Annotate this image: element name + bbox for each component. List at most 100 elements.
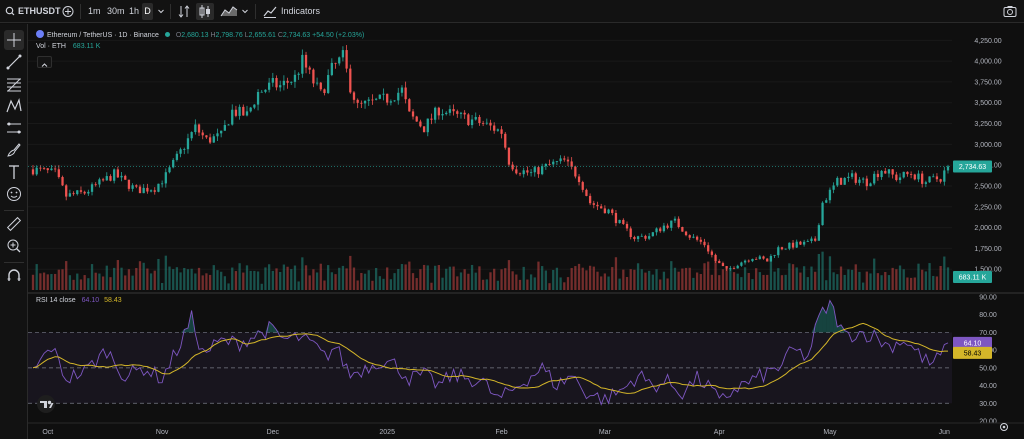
search-icon[interactable] <box>5 0 15 23</box>
indicators-button[interactable]: Indicators <box>281 6 321 16</box>
camera-icon[interactable] <box>1003 0 1017 23</box>
drawing-toolbar <box>0 24 28 439</box>
volume-bar <box>90 264 94 290</box>
collapse-legend-button[interactable] <box>37 56 52 68</box>
volume-bar <box>758 272 761 290</box>
trend-line-icon[interactable] <box>4 52 24 72</box>
interval-1m[interactable]: 1m <box>88 6 101 16</box>
volume-bar <box>655 269 658 290</box>
candle-body <box>924 182 928 184</box>
compare-symbol-icon[interactable] <box>62 0 74 23</box>
candle-body <box>688 235 691 238</box>
interval-30m[interactable]: 30m <box>107 6 125 16</box>
chart-type-chevron-icon[interactable] <box>241 0 249 23</box>
time-tick-label: Nov <box>156 429 169 436</box>
candle-body <box>603 208 607 214</box>
volume-bar <box>208 274 212 290</box>
candle-body <box>629 228 632 238</box>
chart-title[interactable]: Ethereum / TetherUS · 1D · Binance <box>47 32 159 39</box>
volume-bar <box>327 265 330 290</box>
volume-label[interactable]: Vol · ETH <box>36 43 66 50</box>
volume-bar <box>98 273 101 290</box>
volume-bar <box>220 271 223 290</box>
volume-bar <box>917 263 920 290</box>
candle-body <box>315 82 319 84</box>
brush-icon[interactable] <box>4 140 24 160</box>
volume-bar <box>766 274 769 290</box>
volume-bar <box>707 261 710 290</box>
volume-bar <box>755 268 758 290</box>
candle-body <box>850 173 854 177</box>
candle-body <box>743 260 747 263</box>
volume-bar <box>600 276 603 290</box>
volume-bar <box>533 277 536 290</box>
volume-bar <box>79 279 83 290</box>
candle-body <box>149 190 153 192</box>
candle-body <box>35 167 38 175</box>
prediction-icon[interactable] <box>4 118 24 138</box>
market-status-icon[interactable] <box>164 32 170 37</box>
candle-body <box>127 179 131 189</box>
candle-body <box>946 166 950 171</box>
candle-body <box>515 169 518 174</box>
zoom-in-icon[interactable] <box>4 236 24 256</box>
volume-bar <box>736 273 739 290</box>
interval-1h[interactable]: 1h <box>129 6 140 16</box>
volume-bar <box>437 265 440 290</box>
volume-bar <box>489 272 492 290</box>
volume-bar <box>943 256 946 290</box>
candle-body <box>666 225 669 228</box>
candle-body <box>902 171 905 178</box>
volume-bar <box>684 267 688 290</box>
bar-replay-icon[interactable] <box>178 0 190 23</box>
candle-body <box>113 169 116 181</box>
candle-body <box>566 159 570 162</box>
ethereum-logo-icon <box>36 30 44 38</box>
magnet-icon[interactable] <box>4 266 24 286</box>
volume-bar <box>924 271 928 290</box>
candle-body <box>135 185 138 187</box>
volume-bar <box>673 267 677 290</box>
candle-body <box>570 161 573 167</box>
candle-body <box>607 209 610 214</box>
emoji-icon[interactable] <box>4 184 24 204</box>
interval-dropdown-chevron-icon[interactable] <box>157 0 165 23</box>
volume-bar <box>906 277 909 290</box>
volume-bar <box>31 274 35 290</box>
volume-bar <box>921 269 924 290</box>
candle-body <box>762 256 765 259</box>
symbol-legend: Ethereum / TetherUS · 1D · Binance O2,68… <box>36 30 364 39</box>
settings-gear-icon[interactable] <box>1000 423 1008 431</box>
candle-body <box>194 124 197 133</box>
candle-body <box>345 50 348 69</box>
crosshair-icon[interactable] <box>4 30 24 50</box>
text-tool-icon[interactable] <box>4 162 24 182</box>
volume-bar <box>242 272 245 290</box>
symbol-search-button[interactable]: ETHUSDT <box>18 6 61 16</box>
candles-chart-type-icon[interactable] <box>196 3 214 20</box>
volume-bar <box>46 274 49 290</box>
interval-1d[interactable]: D <box>142 3 153 20</box>
volume-bar <box>802 266 806 290</box>
rsi-label[interactable]: RSI 14 close <box>36 297 76 304</box>
close-label: C <box>277 32 283 39</box>
candle-body <box>585 189 588 196</box>
time-tick-label: Dec <box>267 429 280 436</box>
candle-body <box>780 247 784 250</box>
volume-bar <box>415 278 418 290</box>
candle-body <box>231 109 234 125</box>
volume-bar <box>422 264 426 290</box>
fib-retracement-icon[interactable] <box>4 74 24 94</box>
area-chart-type-icon[interactable] <box>220 0 238 23</box>
indicators-icon[interactable] <box>263 0 277 23</box>
chart-area[interactable]: 1,500.00 1,750.00 2,000.00 2,250.00 2,500.00… <box>28 24 1024 439</box>
candle-body <box>65 185 68 197</box>
candle-body <box>500 129 503 134</box>
ruler-icon[interactable] <box>4 214 24 234</box>
candle-body <box>799 241 802 245</box>
candle-body <box>817 225 821 241</box>
tradingview-logo[interactable] <box>37 395 55 413</box>
rsi-tick-label: 90.00 <box>979 295 997 302</box>
pattern-icon[interactable] <box>4 96 24 116</box>
candle-body <box>238 106 241 116</box>
